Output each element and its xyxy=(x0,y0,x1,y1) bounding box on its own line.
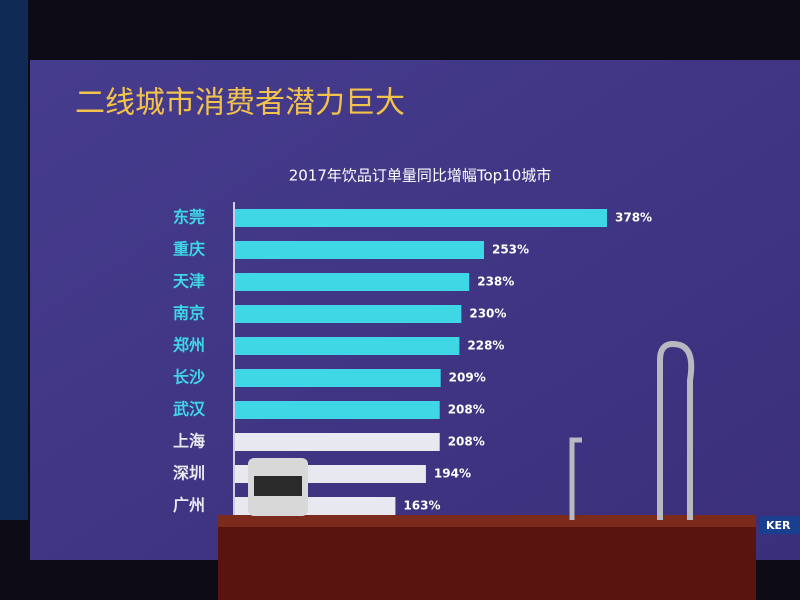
bar xyxy=(235,273,470,291)
value-label: 238% xyxy=(477,275,514,289)
blender-panel xyxy=(254,476,302,496)
category-label: 重庆 xyxy=(173,240,205,259)
bar xyxy=(235,433,440,451)
category-label: 深圳 xyxy=(173,464,205,483)
value-label: 209% xyxy=(449,371,486,385)
sign xyxy=(760,516,800,534)
category-label: 广州 xyxy=(173,496,205,515)
bar xyxy=(235,369,441,387)
chart-title: 2017年饮品订单量同比增幅Top10城市 xyxy=(289,167,552,185)
bar xyxy=(235,241,484,259)
value-label: 208% xyxy=(448,403,485,417)
counter-top xyxy=(218,515,756,527)
category-label: 东莞 xyxy=(173,208,205,227)
value-label: 208% xyxy=(448,435,485,449)
value-label: 228% xyxy=(467,339,504,353)
category-label: 长沙 xyxy=(173,368,205,387)
category-label: 上海 xyxy=(173,432,205,451)
faucet xyxy=(657,341,695,520)
counter xyxy=(218,515,756,600)
sign-text: KER xyxy=(766,519,791,532)
bar xyxy=(235,401,440,419)
bar xyxy=(235,305,462,323)
category-label: 天津 xyxy=(173,272,205,291)
value-label: 378% xyxy=(615,211,652,225)
side-screen xyxy=(0,0,28,520)
value-label: 163% xyxy=(403,499,440,513)
value-label: 253% xyxy=(492,243,529,257)
bars: 东莞 378% 重庆 253% 天津 238% 南京 230% 郑州 228% 长沙 209% 武汉 20… xyxy=(173,208,652,515)
bar xyxy=(235,209,607,227)
slide-title: 二线城市消费者潜力巨大 xyxy=(75,86,405,121)
category-label: 南京 xyxy=(173,304,205,323)
value-label: 230% xyxy=(469,307,506,321)
category-label: 郑州 xyxy=(173,336,205,355)
value-label: 194% xyxy=(434,467,471,481)
category-label: 武汉 xyxy=(173,400,206,419)
faucet-small xyxy=(569,437,582,520)
bar xyxy=(235,337,460,355)
